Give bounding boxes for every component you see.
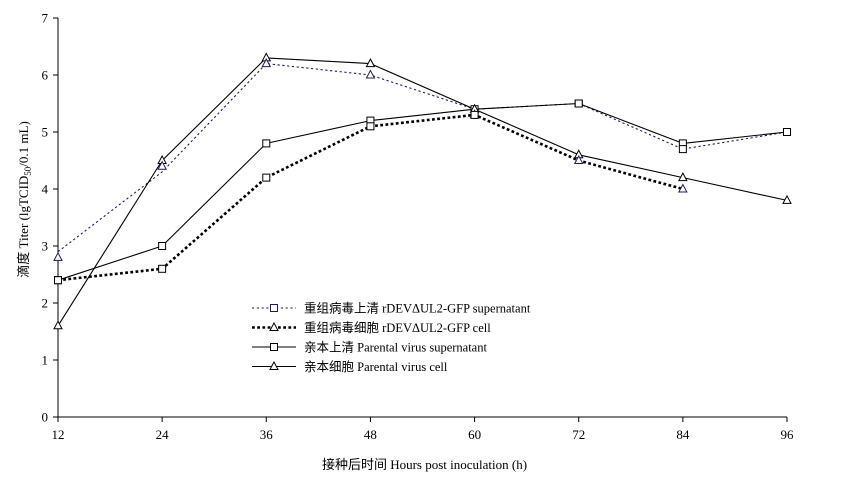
data-point-series-1	[157, 160, 167, 170]
series-line-4	[57, 57, 788, 327]
legend-marker-4	[269, 360, 279, 370]
data-point-series-3	[262, 139, 271, 148]
x-tick-label: 12	[52, 427, 65, 442]
axes-group	[57, 18, 787, 418]
x-tick-label: 48	[364, 427, 377, 442]
data-point-series-1	[573, 154, 584, 164]
data-point-series-1	[678, 183, 688, 193]
y-tick-label: 2	[42, 296, 49, 311]
y-tick-label: 6	[42, 68, 49, 83]
y-tick-label: 4	[42, 182, 49, 197]
legend-marker-3	[270, 343, 278, 351]
legend-marker-2	[269, 321, 279, 331]
series-line-2	[57, 113, 684, 282]
data-point-series-1	[53, 251, 63, 261]
data-point-series-2	[783, 128, 791, 136]
y-axis-title-main: 滴度 Titer (lgTCID	[16, 176, 31, 278]
series-line-1	[57, 63, 788, 253]
data-point-series-2	[470, 110, 479, 119]
y-ticks-group: 0 1 2 3 4 5 6 7	[42, 11, 58, 425]
data-point-series-4	[365, 58, 376, 68]
series-line-3	[57, 102, 788, 281]
y-axis-title-subscript: 50	[23, 166, 33, 176]
data-point-series-2	[158, 264, 167, 273]
y-tick-label: 7	[42, 11, 49, 26]
data-point-series-2	[54, 276, 62, 285]
x-axis-title: 接种后时间 Hours post inoculation (h)	[322, 457, 527, 472]
x-tick-label: 84	[676, 427, 690, 442]
data-point-series-3	[158, 242, 167, 250]
data-point-series-1	[261, 58, 272, 68]
x-tick-label: 24	[156, 427, 170, 442]
data-point-series-2	[678, 145, 687, 154]
legend-label-1: 重组病毒上清 rDEVΔUL2-GFP supernatant	[304, 301, 531, 316]
series-markers-group	[53, 52, 792, 330]
y-tick-label: 5	[42, 125, 49, 140]
y-tick-label: 0	[42, 410, 49, 425]
legend-label-2: 重组病毒细胞 rDEVΔUL2-GFP cell	[304, 320, 491, 335]
y-tick-label: 3	[42, 239, 49, 254]
legend-label-3: 亲本上清 Parental virus supernatant	[304, 341, 487, 355]
series-lines-group	[57, 57, 788, 327]
legend-label-4: 亲本细胞 Parental virus cell	[304, 360, 448, 374]
y-tick-label: 1	[42, 353, 49, 368]
data-point-series-1	[365, 69, 376, 79]
x-tick-label: 72	[572, 427, 585, 442]
x-tick-label: 36	[260, 427, 274, 442]
y-axis-title: 滴度 Titer (lgTCID50/0.1 mL)	[16, 121, 33, 278]
legend: 重组病毒上清 rDEVΔUL2-GFP supernatant 重组病毒细胞 rD…	[252, 301, 531, 374]
data-point-series-4	[782, 194, 792, 204]
data-point-series-2	[262, 173, 271, 182]
x-tick-label: 60	[468, 427, 481, 442]
x-ticks-group: 12 24 36 48 60 72 84 96	[52, 417, 795, 442]
data-point-series-4	[678, 172, 688, 182]
data-point-series-4	[53, 320, 63, 330]
x-tick-label: 96	[781, 427, 795, 442]
y-axis-title-suffix: /0.1 mL)	[16, 121, 31, 167]
legend-marker-1	[270, 304, 278, 312]
data-point-series-2	[574, 99, 583, 108]
data-point-series-2	[366, 122, 375, 131]
